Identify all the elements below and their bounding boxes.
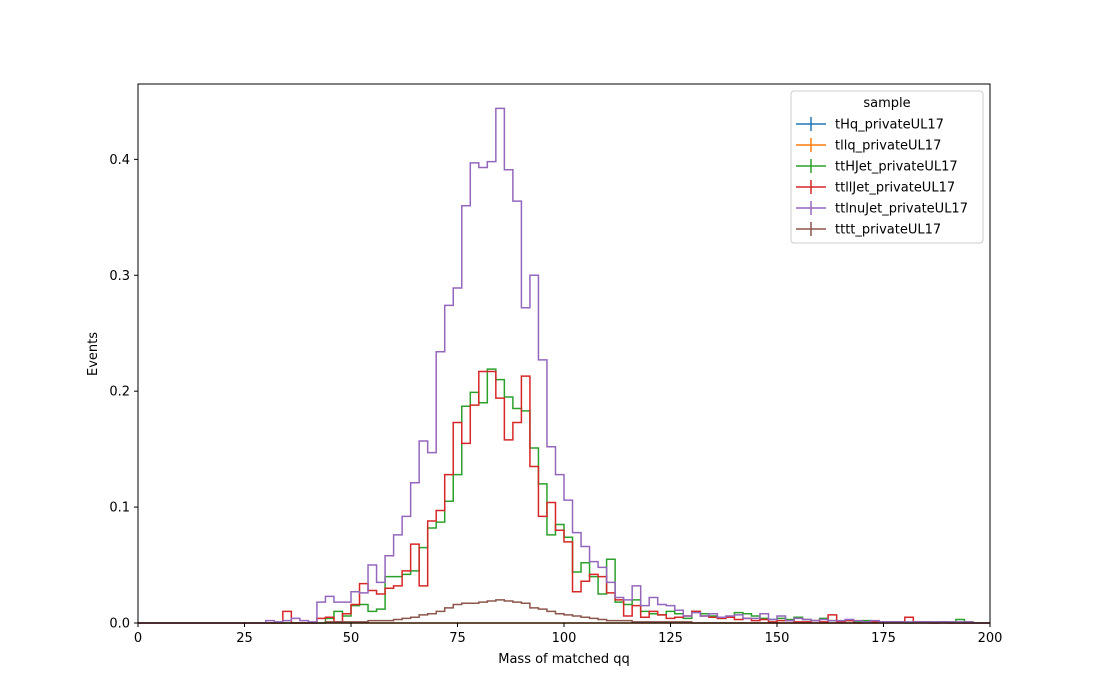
legend-label: ttHJet_privateUL17 — [835, 160, 958, 175]
x-tick-label: 0 — [134, 631, 142, 646]
x-axis: 0 25 50 75 100 125 150 175 200 — [134, 623, 1003, 646]
legend-title: sample — [863, 96, 910, 111]
y-tick-label: 0.0 — [109, 617, 130, 632]
x-tick-label: 100 — [552, 631, 577, 646]
x-tick-label: 150 — [765, 631, 790, 646]
x-tick-label: 25 — [236, 631, 253, 646]
legend-label: ttlnuJet_privateUL17 — [835, 202, 968, 217]
legend-label: tHq_privateUL17 — [835, 118, 944, 133]
legend-item: ttllJet_privateUL17 — [796, 180, 955, 196]
legend-item: tttt_privateUL17 — [796, 222, 941, 238]
x-axis-label: Mass of matched qq — [498, 652, 630, 667]
x-tick-label: 75 — [449, 631, 466, 646]
series-line-4 — [138, 107, 990, 624]
x-tick-label: 50 — [343, 631, 360, 646]
legend-item: ttlnuJet_privateUL17 — [796, 201, 968, 217]
x-tick-label: 200 — [978, 631, 1003, 646]
legend-items: tHq_privateUL17 tllq_privateUL17 ttHJet_pr… — [796, 117, 968, 238]
legend-label: ttllJet_privateUL17 — [835, 181, 955, 196]
legend: sample tHq_privateUL17 tllq_privateUL17tt… — [790, 90, 984, 244]
y-axis: 0.0 0.1 0.2 0.3 0.4 — [109, 153, 138, 632]
legend-item: ttHJet_privateUL17 — [796, 159, 958, 175]
legend-label: tllq_privateUL17 — [835, 139, 941, 154]
y-tick-label: 0.1 — [109, 501, 130, 516]
legend-item: tllq_privateUL17 — [796, 138, 941, 154]
y-tick-label: 0.2 — [109, 385, 130, 400]
y-axis-label: Events — [86, 332, 101, 376]
y-tick-label: 0.3 — [109, 269, 130, 284]
legend-item: tHq_privateUL17 — [796, 117, 944, 133]
legend-label: tttt_privateUL17 — [835, 223, 941, 238]
series-line-5 — [138, 599, 990, 624]
x-tick-label: 125 — [658, 631, 683, 646]
x-tick-label: 175 — [871, 631, 896, 646]
legend-box — [790, 90, 984, 244]
y-tick-label: 0.4 — [109, 153, 130, 168]
